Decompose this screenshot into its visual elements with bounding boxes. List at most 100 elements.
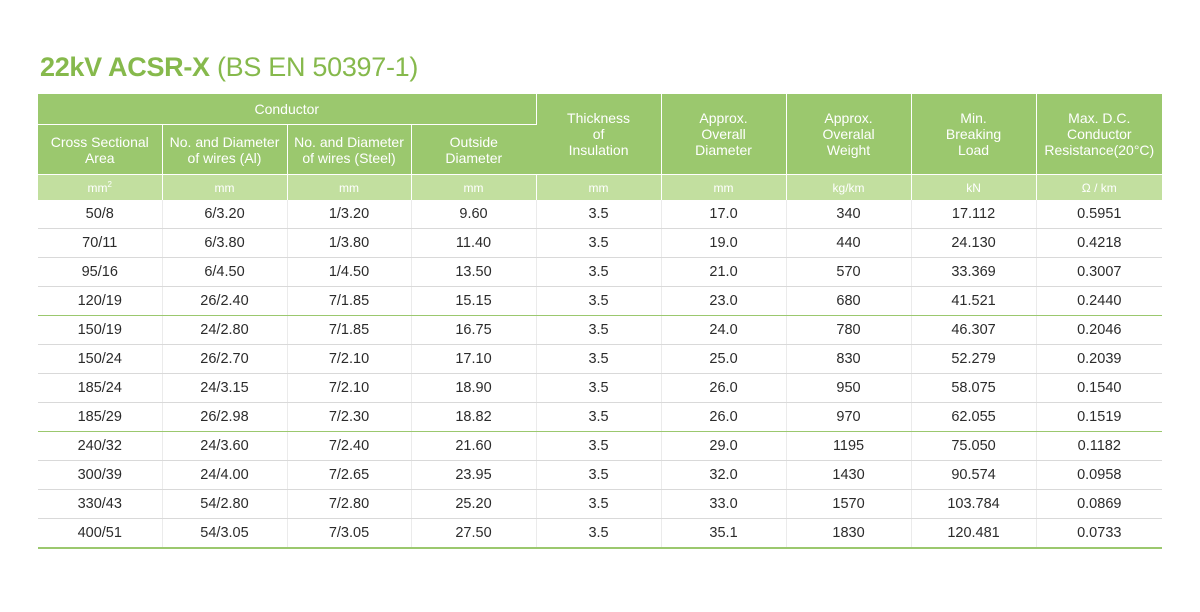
table-row: 330/43 54/2.80 7/2.80 25.20 3.5 33.0 1570 103.7…: [38, 489, 1163, 519]
unit-label: kg/km: [832, 180, 865, 195]
table-cell: 6/4.50: [162, 257, 288, 287]
table-cell: 120/19: [38, 286, 163, 316]
table-cell: 0.1540: [1036, 373, 1163, 403]
column-header-line: Load: [957, 142, 990, 158]
table-cell: 26.0: [661, 373, 787, 403]
table-cell: 3.5: [536, 460, 662, 490]
table-cell: 440: [786, 228, 912, 258]
column-header-line: No. and Diameter: [294, 133, 404, 150]
table-cell: 50/8: [38, 200, 163, 229]
table-cell: 1/4.50: [287, 257, 412, 287]
table-cell: 3.5: [536, 402, 662, 432]
table-cell: 23.0: [661, 286, 787, 316]
unit-cell: mm: [536, 174, 662, 200]
column-header-line: Weight: [826, 142, 871, 158]
unit-cell: mm2: [38, 174, 163, 200]
table-cell: 3.5: [536, 431, 662, 461]
table-cell: 7/2.80: [287, 489, 412, 519]
table-cell: 6/3.20: [162, 200, 288, 229]
table-cell: 3.5: [536, 228, 662, 258]
column-header-line: Cross Sectional: [50, 133, 149, 150]
table-cell: 11.40: [411, 228, 537, 258]
table-cell: 29.0: [661, 431, 787, 461]
column-header-line: of: [592, 126, 605, 142]
table-row: 300/39 24/4.00 7/2.65 23.95 3.5 32.0 1430 90.57…: [38, 460, 1163, 490]
table-cell: 21.0: [661, 257, 787, 287]
table-cell: 0.1519: [1036, 402, 1163, 432]
table-cell: 0.0869: [1036, 489, 1163, 519]
table-cell: 33.0: [661, 489, 787, 519]
table-cell: 58.075: [911, 373, 1037, 403]
table-row: 70/11 6/3.80 1/3.80 11.40 3.5 19.0 440 24.130 0.…: [38, 228, 1163, 258]
unit-label: kN: [966, 180, 981, 195]
table-cell: 26.0: [661, 402, 787, 432]
table-cell: 24/4.00: [162, 460, 288, 490]
table-cell: 150/24: [38, 344, 163, 374]
column-header: Thickness of Insulation: [536, 94, 662, 175]
table-cell: 780: [786, 315, 912, 345]
table-cell: 340: [786, 200, 912, 229]
column-header-line: Breaking: [945, 126, 1002, 142]
table-cell: 950: [786, 373, 912, 403]
table-cell: 7/2.40: [287, 431, 412, 461]
table-cell: 3.5: [536, 286, 662, 316]
column-header: No. and Diameter of wires (Steel): [287, 124, 412, 175]
table-cell: 0.2046: [1036, 315, 1163, 345]
table-cell: 7/1.85: [287, 315, 412, 345]
table-row: 240/32 24/3.60 7/2.40 21.60 3.5 29.0 1195 75.05…: [38, 431, 1163, 461]
table-cell: 0.5951: [1036, 200, 1163, 229]
table-row: 150/24 26/2.70 7/2.10 17.10 3.5 25.0 830 52.279…: [38, 344, 1163, 374]
table-cell: 7/2.30: [287, 402, 412, 432]
table-cell: 18.90: [411, 373, 537, 403]
table-cell: 16.75: [411, 315, 537, 345]
unit-label: mm: [214, 180, 235, 195]
table-cell: 17.10: [411, 344, 537, 374]
page-title: 22kV ACSR-X (BS EN 50397-1): [40, 50, 418, 84]
table-cell: 570: [786, 257, 912, 287]
table-cell: 23.95: [411, 460, 537, 490]
column-header-line: No. and Diameter: [169, 133, 280, 150]
column-header: Cross Sectional Area: [38, 124, 163, 175]
table-body: 50/8 6/3.20 1/3.20 9.60 3.5 17.0 340 17.112 0.59…: [38, 200, 1163, 549]
table-cell: 17.112: [911, 200, 1037, 229]
column-header-line: Resistance(20°C): [1044, 142, 1155, 158]
table-cell: 27.50: [411, 518, 537, 549]
table-row: 185/29 26/2.98 7/2.30 18.82 3.5 26.0 970 62.055…: [38, 402, 1163, 432]
units-row: mm2 mm mm mm mm mm kg/km kN Ω / km: [38, 174, 1163, 200]
column-header: Approx. Overall Diameter: [661, 94, 787, 175]
table-cell: 90.574: [911, 460, 1037, 490]
table-cell: 7/2.10: [287, 344, 412, 374]
table-cell: 7/2.10: [287, 373, 412, 403]
table-cell: 3.5: [536, 518, 662, 549]
table-cell: 0.0733: [1036, 518, 1163, 549]
column-header: Approx. Overalal Weight: [786, 94, 912, 175]
table-cell: 32.0: [661, 460, 787, 490]
table-cell: 35.1: [661, 518, 787, 549]
table-cell: 185/24: [38, 373, 163, 403]
unit-label: Ω / km: [1081, 180, 1117, 195]
table-cell: 41.521: [911, 286, 1037, 316]
table-cell: 1570: [786, 489, 912, 519]
column-header-line: Min.: [960, 110, 987, 126]
table-row: 185/24 24/3.15 7/2.10 18.90 3.5 26.0 950 58.075…: [38, 373, 1163, 403]
column-header-line: Overall: [701, 126, 746, 142]
unit-label: mm: [87, 180, 108, 195]
column-header-line: of wires (Steel): [302, 149, 396, 166]
table-cell: 3.5: [536, 489, 662, 519]
table-cell: 52.279: [911, 344, 1037, 374]
table-cell: 0.1182: [1036, 431, 1163, 461]
table-cell: 33.369: [911, 257, 1037, 287]
table-cell: 185/29: [38, 402, 163, 432]
table-cell: 830: [786, 344, 912, 374]
table-cell: 970: [786, 402, 912, 432]
table-cell: 9.60: [411, 200, 537, 229]
column-header-line: Conductor: [1066, 126, 1132, 142]
table-row: 150/19 24/2.80 7/1.85 16.75 3.5 24.0 780 46.307…: [38, 315, 1163, 345]
table-cell: 0.4218: [1036, 228, 1163, 258]
table-cell: 1430: [786, 460, 912, 490]
conductor-group-header: Conductor: [38, 94, 537, 125]
table-cell: 70/11: [38, 228, 163, 258]
unit-cell: mm: [287, 174, 412, 200]
column-header: No. and Diameter of wires (Al): [162, 124, 288, 175]
table-cell: 54/3.05: [162, 518, 288, 549]
